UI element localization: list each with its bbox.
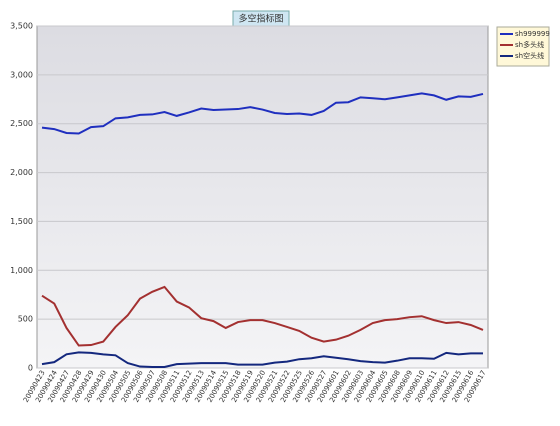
series-line	[41, 285, 484, 347]
y-tick-label: 1,500	[10, 217, 33, 226]
plot-area	[36, 25, 489, 369]
y-tick-label: 2,500	[10, 119, 33, 128]
y-tick-label: 500	[18, 315, 33, 324]
legend-label: sh999999	[515, 30, 550, 38]
y-tick-label: 1,000	[10, 266, 33, 275]
legend-label: sh多头线	[515, 40, 544, 49]
series-line	[41, 92, 484, 135]
y-tick-label: 3,000	[10, 70, 33, 79]
legend	[496, 26, 550, 67]
y-tick-label: 3,500	[10, 22, 33, 31]
chart-title: 多空指标图	[238, 13, 283, 25]
legend-label: sh空头线	[515, 51, 544, 60]
y-tick-label: 0	[28, 364, 33, 373]
series-line	[41, 351, 483, 369]
y-tick-label: 2,000	[10, 168, 33, 177]
